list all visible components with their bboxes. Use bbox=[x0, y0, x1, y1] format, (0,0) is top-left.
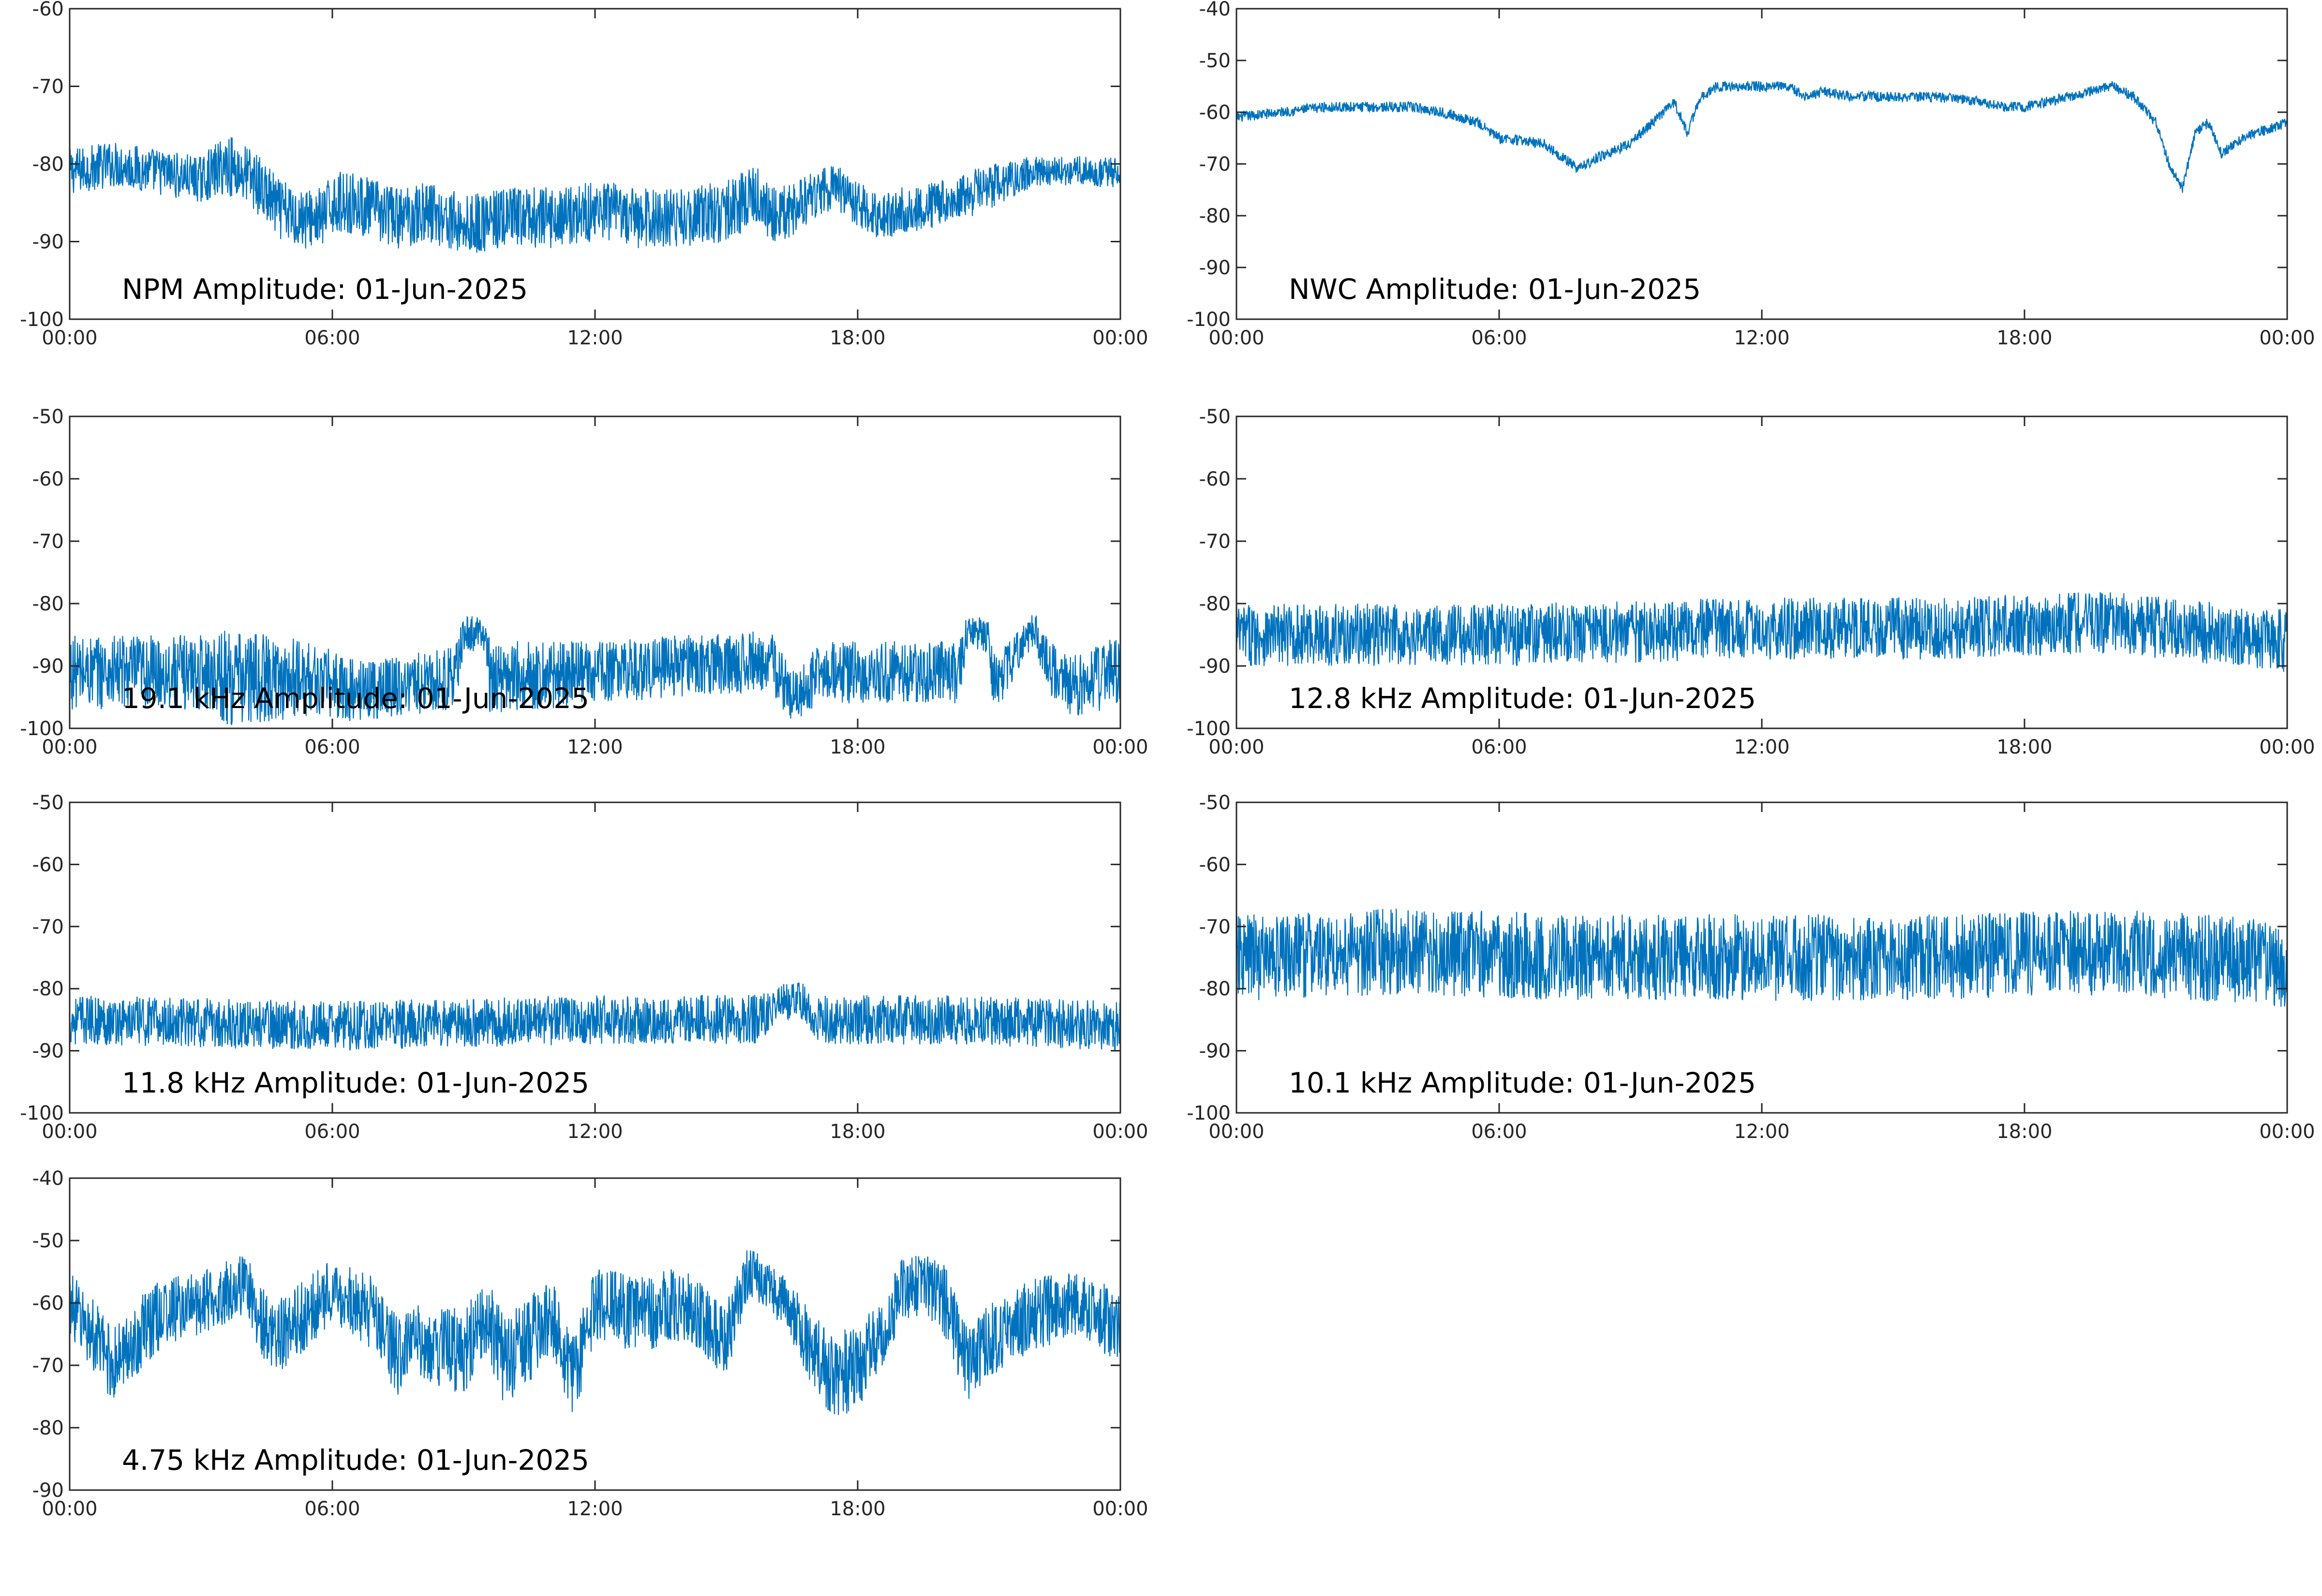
x-tick-label: 12:00 bbox=[567, 1121, 623, 1143]
y-tick-label: -60 bbox=[32, 468, 64, 490]
x-tick-label: 00:00 bbox=[1092, 327, 1148, 349]
y-tick-label: -100 bbox=[20, 1102, 64, 1124]
y-tick-label: -80 bbox=[1199, 978, 1231, 1000]
x-tick-label: 00:00 bbox=[1208, 1121, 1264, 1143]
y-tick-label: -100 bbox=[20, 718, 64, 740]
chart-panel: 00:00 06:00 12:00 18:00 00:00 -50 -60 -70 -80 -90… bbox=[20, 406, 1148, 758]
y-tick-label: -60 bbox=[32, 0, 64, 20]
y-tick-label: -80 bbox=[1199, 593, 1231, 615]
y-tick-label: -70 bbox=[1199, 531, 1231, 553]
x-tick-label: 00:00 bbox=[2259, 1121, 2315, 1143]
y-tick-label: -60 bbox=[32, 854, 64, 876]
y-tick-label: -70 bbox=[32, 531, 64, 553]
y-tick-label: -70 bbox=[1199, 153, 1231, 176]
x-tick-label: 12:00 bbox=[1734, 327, 1789, 349]
series-line bbox=[70, 615, 1120, 725]
x-tick-label: 12:00 bbox=[1734, 736, 1789, 758]
series-line bbox=[1236, 592, 2287, 672]
chart-title: 4.75 kHz Amplitude: 01-Jun-2025 bbox=[122, 1444, 589, 1477]
y-tick-label: -60 bbox=[1199, 102, 1231, 124]
y-tick-label: -90 bbox=[32, 231, 64, 253]
x-tick-label: 00:00 bbox=[42, 1121, 97, 1143]
x-tick-label: 18:00 bbox=[830, 1121, 885, 1143]
y-tick-label: -90 bbox=[32, 655, 64, 678]
y-tick-label: -50 bbox=[32, 1230, 64, 1252]
chart-title: 10.1 kHz Amplitude: 01-Jun-2025 bbox=[1289, 1066, 1756, 1099]
x-tick-label: 06:00 bbox=[304, 1121, 360, 1143]
y-tick-label: -80 bbox=[32, 153, 64, 176]
y-tick-label: -60 bbox=[32, 1292, 64, 1315]
x-tick-label: 18:00 bbox=[830, 736, 885, 758]
y-tick-label: -60 bbox=[1199, 854, 1231, 876]
y-tick-label: -60 bbox=[1199, 468, 1231, 490]
y-tick-label: -40 bbox=[32, 1167, 64, 1190]
x-tick-label: 00:00 bbox=[1092, 1121, 1148, 1143]
chart-title: NWC Amplitude: 01-Jun-2025 bbox=[1289, 273, 1701, 306]
x-tick-label: 12:00 bbox=[567, 1498, 623, 1520]
y-tick-label: -40 bbox=[1199, 0, 1231, 20]
series-line bbox=[1236, 80, 2287, 193]
x-tick-label: 18:00 bbox=[1996, 327, 2052, 349]
y-tick-label: -80 bbox=[32, 978, 64, 1000]
x-tick-label: 18:00 bbox=[830, 327, 885, 349]
series-line bbox=[70, 1250, 1120, 1415]
y-tick-label: -70 bbox=[1199, 916, 1231, 938]
x-tick-label: 12:00 bbox=[1734, 1121, 1789, 1143]
y-tick-label: -50 bbox=[32, 406, 64, 428]
series-line bbox=[70, 982, 1120, 1052]
y-tick-label: -80 bbox=[1199, 205, 1231, 227]
x-tick-label: 00:00 bbox=[42, 1498, 97, 1520]
y-tick-label: -90 bbox=[1199, 1040, 1231, 1063]
series-line bbox=[1236, 908, 2287, 1007]
x-tick-label: 00:00 bbox=[1208, 327, 1264, 349]
series-line bbox=[70, 137, 1120, 253]
y-tick-label: -50 bbox=[1199, 50, 1231, 72]
x-tick-label: 18:00 bbox=[1996, 1121, 2052, 1143]
chart-panel: 00:00 06:00 12:00 18:00 00:00 -40 -50 -60 -70 -80… bbox=[32, 1167, 1148, 1520]
y-tick-label: -70 bbox=[32, 1355, 64, 1377]
x-tick-label: 00:00 bbox=[2259, 327, 2315, 349]
x-tick-label: 00:00 bbox=[2259, 736, 2315, 758]
x-tick-label: 00:00 bbox=[1208, 736, 1264, 758]
y-tick-label: -90 bbox=[32, 1479, 64, 1502]
x-tick-label: 06:00 bbox=[304, 1498, 360, 1520]
y-tick-label: -50 bbox=[1199, 406, 1231, 428]
y-tick-label: -80 bbox=[32, 1417, 64, 1439]
chart-title: NPM Amplitude: 01-Jun-2025 bbox=[122, 273, 528, 306]
y-tick-label: -100 bbox=[20, 309, 64, 331]
x-tick-label: 12:00 bbox=[567, 327, 623, 349]
y-tick-label: -90 bbox=[32, 1040, 64, 1063]
x-tick-label: 00:00 bbox=[1092, 736, 1148, 758]
y-tick-label: -100 bbox=[1187, 1102, 1231, 1124]
chart-title: 19.1 kHz Amplitude: 01-Jun-2025 bbox=[122, 682, 589, 715]
x-tick-label: 18:00 bbox=[830, 1498, 885, 1520]
chart-title: 12.8 kHz Amplitude: 01-Jun-2025 bbox=[1289, 682, 1756, 715]
x-tick-label: 06:00 bbox=[1471, 736, 1527, 758]
y-tick-label: -70 bbox=[32, 916, 64, 938]
chart-panel: 00:00 06:00 12:00 18:00 00:00 -50 -60 -70 -80 -90… bbox=[1187, 406, 2315, 758]
x-tick-label: 06:00 bbox=[304, 327, 360, 349]
x-tick-label: 00:00 bbox=[42, 736, 97, 758]
chart-panel: 00:00 06:00 12:00 18:00 00:00 -50 -60 -70 -80 -90… bbox=[1187, 792, 2315, 1143]
chart-panel: 00:00 06:00 12:00 18:00 00:00 -40 -50 -60 -70 -80… bbox=[1187, 0, 2315, 349]
y-tick-label: -50 bbox=[32, 792, 64, 814]
y-tick-label: -90 bbox=[1199, 655, 1231, 678]
y-tick-label: -50 bbox=[1199, 792, 1231, 814]
x-tick-label: 00:00 bbox=[42, 327, 97, 349]
chart-panel: 00:00 06:00 12:00 18:00 00:00 -60 -70 -80 -90 -10… bbox=[20, 0, 1148, 349]
x-tick-label: 06:00 bbox=[304, 736, 360, 758]
x-tick-label: 12:00 bbox=[567, 736, 623, 758]
x-tick-label: 06:00 bbox=[1471, 327, 1527, 349]
y-tick-label: -80 bbox=[32, 593, 64, 615]
y-tick-label: -100 bbox=[1187, 309, 1231, 331]
x-tick-label: 18:00 bbox=[1996, 736, 2052, 758]
chart-title: 11.8 kHz Amplitude: 01-Jun-2025 bbox=[122, 1066, 589, 1099]
y-tick-label: -90 bbox=[1199, 257, 1231, 279]
y-tick-label: -70 bbox=[32, 76, 64, 98]
x-tick-label: 00:00 bbox=[1092, 1498, 1148, 1520]
chart-panel: 00:00 06:00 12:00 18:00 00:00 -50 -60 -70 -80 -90… bbox=[20, 792, 1148, 1143]
x-tick-label: 06:00 bbox=[1471, 1121, 1527, 1143]
y-tick-label: -100 bbox=[1187, 718, 1231, 740]
